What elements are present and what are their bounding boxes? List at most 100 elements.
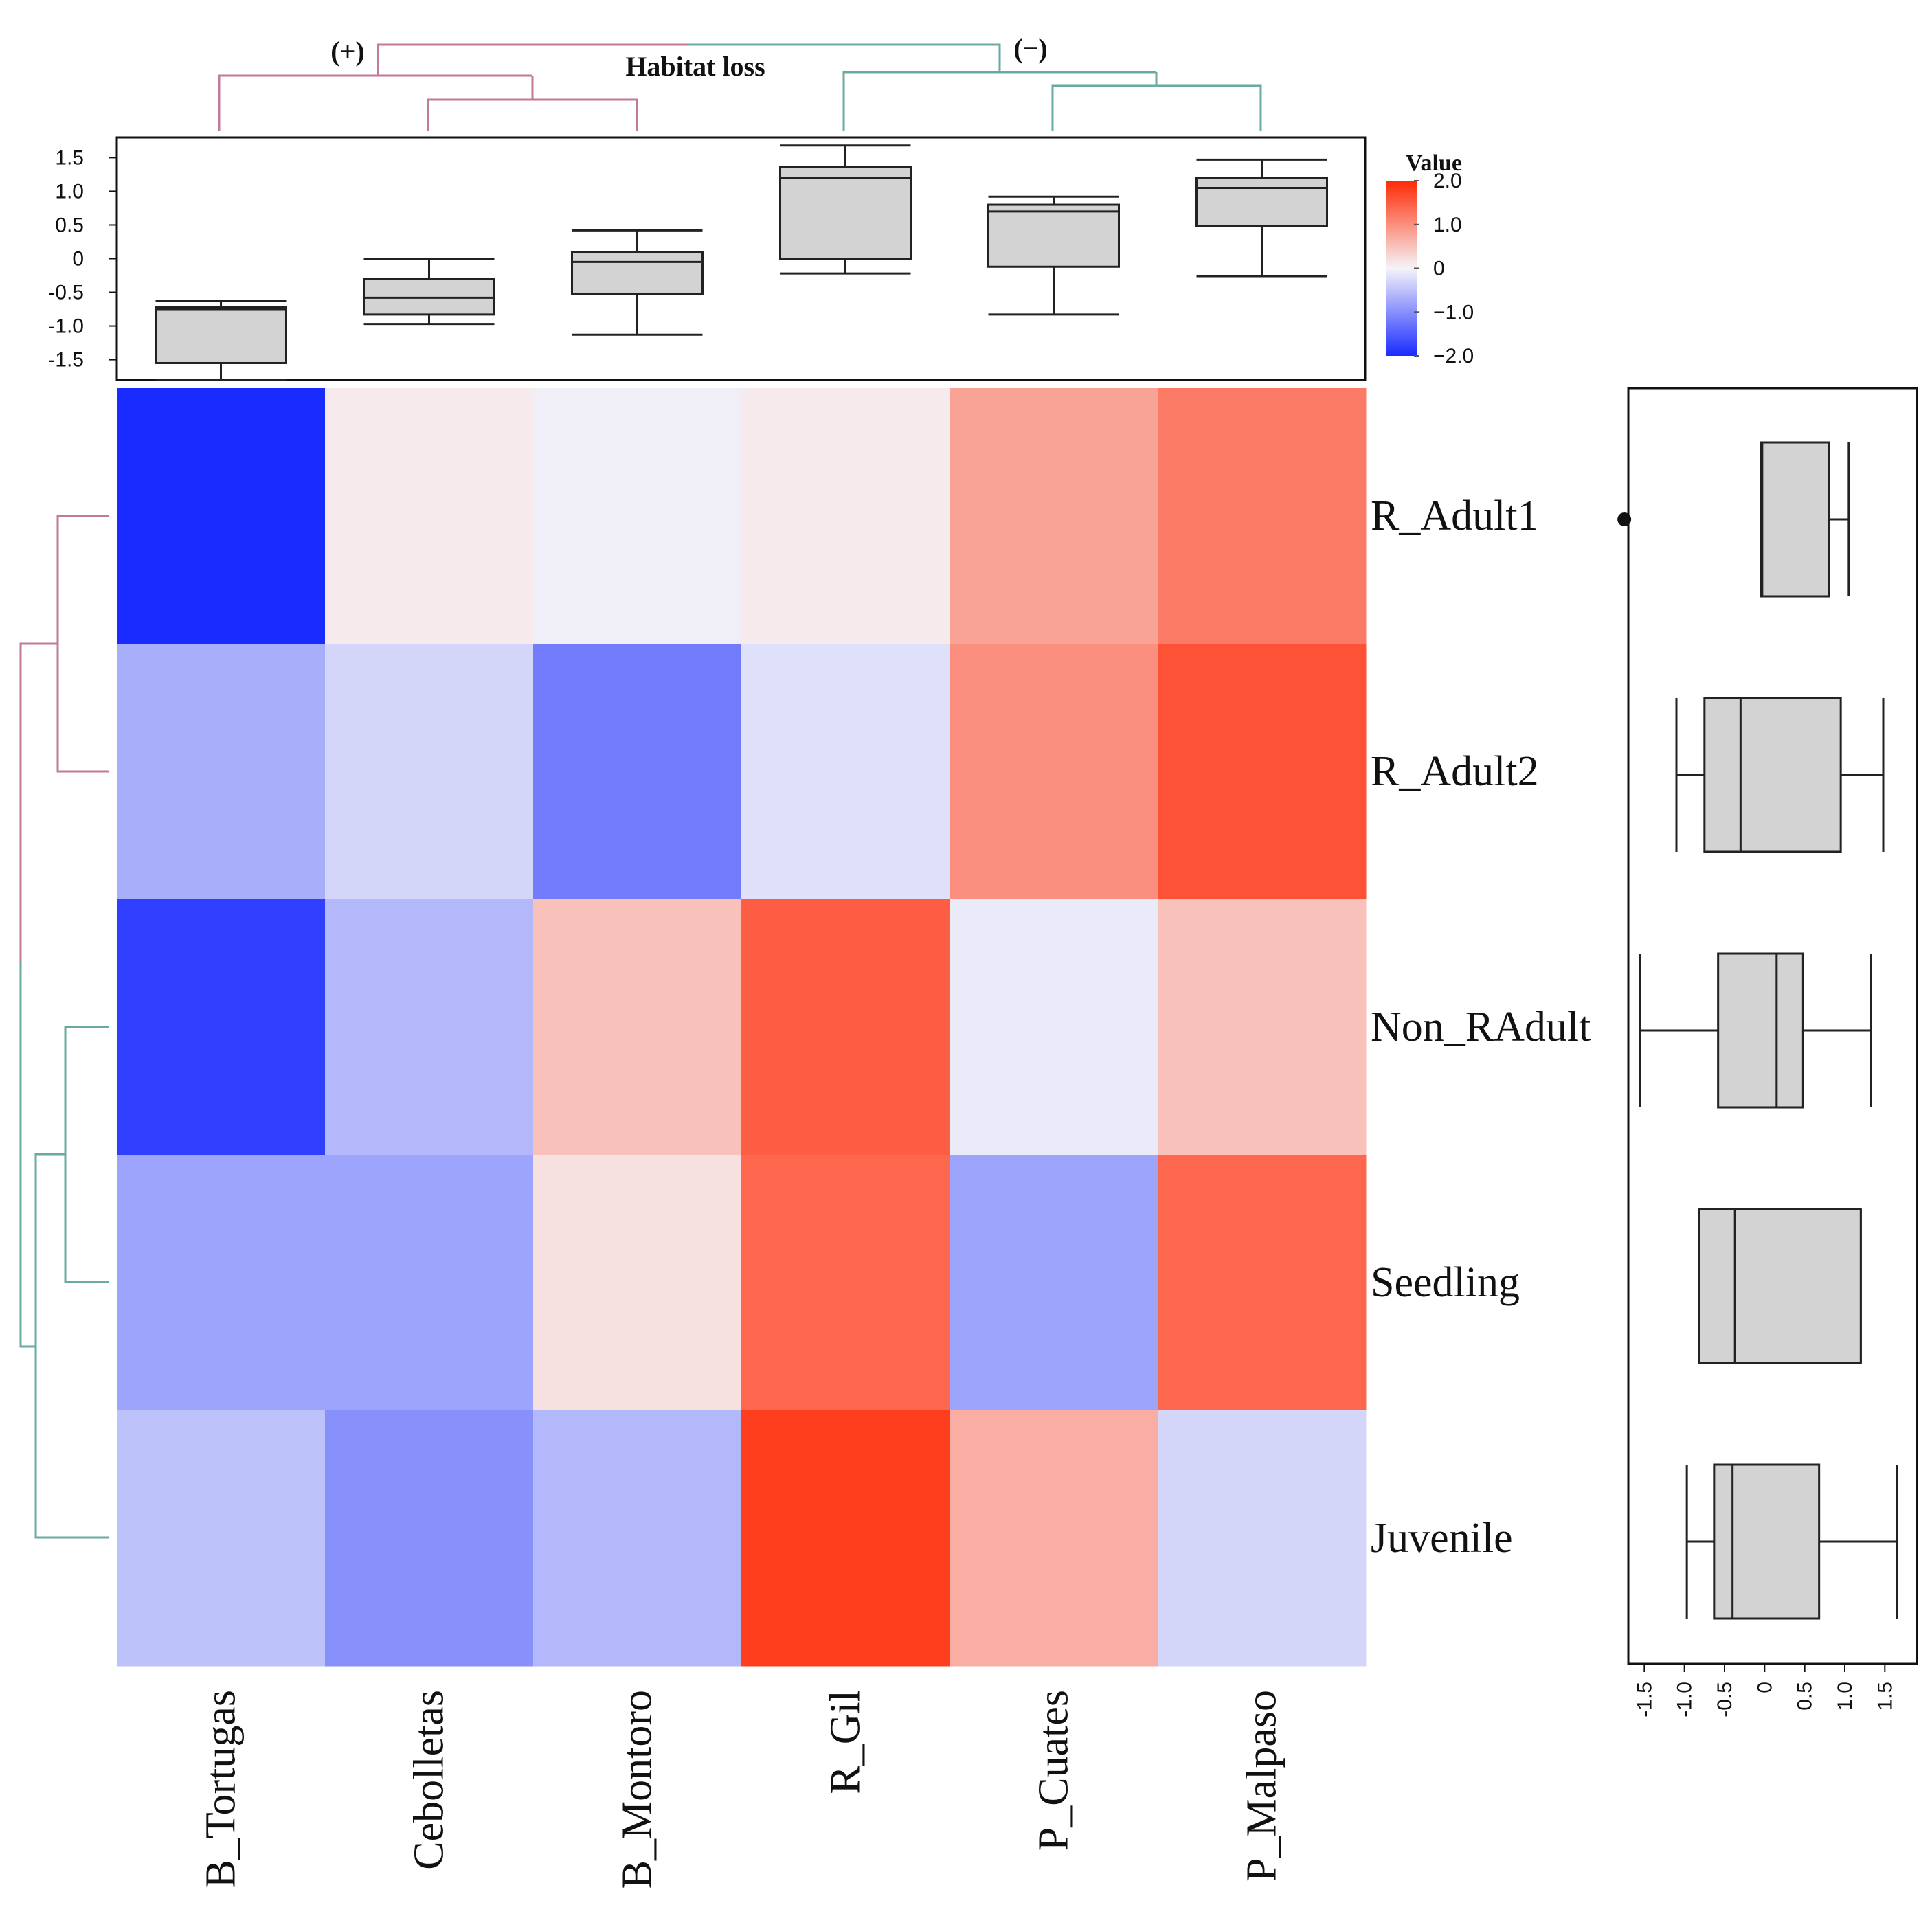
row-label: Non_RAdult xyxy=(1371,1004,1591,1050)
boxplot-box xyxy=(571,251,704,295)
heatmap-cell xyxy=(533,644,742,900)
cluster-label-negative: (−) xyxy=(1013,33,1047,64)
row-boxplot-tick-label: 1.0 xyxy=(1834,1682,1856,1711)
row-boxplot-tick-label: -1.5 xyxy=(1633,1682,1656,1717)
heatmap-cell xyxy=(325,899,534,1156)
row-dendro-branch xyxy=(34,1153,109,1539)
heatmap-cell xyxy=(117,1155,326,1411)
heatmap-cell xyxy=(117,899,326,1156)
row-boxplot-tick-label: 0.5 xyxy=(1794,1682,1817,1711)
column-label: B_Montoro xyxy=(614,1690,661,1889)
row-labels: R_Adult1 R_Adult2 Non_RAdult Seedling Juveni… xyxy=(1371,493,1591,1562)
heatmap-cells xyxy=(117,388,1367,1667)
boxplot-box xyxy=(1713,1463,1821,1620)
column-label: P_Malpaso xyxy=(1239,1690,1285,1882)
heatmap-cell xyxy=(325,388,534,644)
heatmap-cell xyxy=(325,1155,534,1411)
heatmap-cell xyxy=(1158,388,1367,644)
heatmap-cell xyxy=(950,644,1158,900)
row-label: Seedling xyxy=(1371,1259,1520,1306)
row-dendro-branch xyxy=(19,962,36,1348)
column-label: P_Cuates xyxy=(1031,1690,1077,1851)
row-label: R_Adult2 xyxy=(1371,748,1539,795)
cluster-label-positive: (+) xyxy=(330,36,364,67)
heatmap-cell xyxy=(741,1155,950,1411)
legend-tick-label: −1.0 xyxy=(1433,301,1474,324)
row-boxplot-axis: -1.5 -1.0 -0.5 0 0.5 1.0 1.5 xyxy=(1633,1664,1896,1717)
column-boxplot xyxy=(1195,158,1328,278)
column-boxplot-axis: 1.5 1.0 0.5 0 -0.5 -1.0 -1.5 xyxy=(48,146,117,372)
boxplot-box xyxy=(1703,697,1842,853)
boxplot-box xyxy=(1717,952,1804,1109)
column-dendrogram: (+) (−) Habitat loss xyxy=(218,33,1262,131)
row-boxplot-tick-label: 1.5 xyxy=(1874,1682,1896,1711)
column-cluster-title: Habitat loss xyxy=(625,51,765,82)
row-label: Juvenile xyxy=(1371,1515,1513,1562)
row-boxplot-frame xyxy=(1627,387,1918,1665)
legend-tick-label: 0 xyxy=(1433,258,1445,280)
heatmap-cell xyxy=(950,388,1158,644)
heatmap-cell xyxy=(117,388,326,644)
column-labels: B_Tortugas Cebolletas B_Montoro R_Gil P_Cuat… xyxy=(198,1690,1285,1889)
row-boxplot xyxy=(1617,441,1850,598)
legend-ticks: 2.0 1.0 0 −1.0 −2.0 xyxy=(1414,170,1474,368)
column-boxplot-tick-label: -0.5 xyxy=(48,282,84,304)
col-dendro-branch xyxy=(687,43,1001,72)
row-boxplot-tick-label: -1.0 xyxy=(1674,1682,1696,1717)
legend-title: Value xyxy=(1406,150,1462,176)
row-boxplot xyxy=(1698,1208,1862,1364)
boxplot-box xyxy=(1760,441,1830,598)
row-boxplot-tick-label: 0 xyxy=(1753,1682,1776,1693)
row-dendro-branch xyxy=(19,642,58,962)
heatmap-cell xyxy=(741,899,950,1156)
column-boxplot-panel: 1.5 1.0 0.5 0 -0.5 -1.0 -1.5 xyxy=(48,136,1367,381)
row-boxplot xyxy=(1685,1463,1898,1620)
heatmap-cell xyxy=(741,388,950,644)
heatmap-cell xyxy=(325,1410,534,1667)
column-boxplot-tick-label: 1.5 xyxy=(55,146,84,169)
heatmap-cell xyxy=(533,899,742,1156)
row-label: R_Adult1 xyxy=(1371,493,1539,539)
legend-tick-label: 1.0 xyxy=(1433,214,1462,236)
boxplot-box xyxy=(779,166,912,260)
heatmap-cell xyxy=(117,644,326,900)
heatmap-cell xyxy=(533,1410,742,1667)
row-boxplot xyxy=(1639,952,1872,1109)
heatmap-cell xyxy=(533,388,742,644)
boxplot-box xyxy=(155,306,287,364)
legend-colorbar xyxy=(1386,181,1417,356)
heatmap-cell xyxy=(950,1155,1158,1411)
legend-tick-label: 2.0 xyxy=(1433,170,1462,192)
boxplot-box xyxy=(987,203,1120,268)
boxplot-outlier xyxy=(1617,512,1632,526)
column-boxplot xyxy=(155,300,287,381)
column-boxplot xyxy=(779,144,912,275)
row-boxplot-panel: -1.5 -1.0 -0.5 0 0.5 1.0 1.5 xyxy=(1617,387,1918,1717)
boxplot-box xyxy=(1195,177,1328,227)
heatmap-cell xyxy=(741,1410,950,1667)
column-boxplot-tick-label: 1.0 xyxy=(55,180,84,203)
row-boxplot-tick-label: -0.5 xyxy=(1714,1682,1736,1717)
heatmap-cell xyxy=(117,1410,326,1667)
column-boxplot xyxy=(571,229,704,336)
row-boxplot xyxy=(1675,697,1885,853)
column-boxplot xyxy=(363,258,495,326)
heatmap-cell xyxy=(1158,899,1367,1156)
column-boxplots xyxy=(155,144,1328,381)
boxplot-box xyxy=(1698,1208,1862,1364)
column-label: B_Tortugas xyxy=(198,1690,245,1888)
column-boxplot-tick-label: 0 xyxy=(72,248,84,271)
column-boxplot-tick-label: -1.5 xyxy=(48,349,84,372)
heatmap-cell xyxy=(1158,1155,1367,1411)
column-label: R_Gil xyxy=(822,1690,869,1794)
legend-tick-label: −2.0 xyxy=(1433,345,1474,368)
heatmap-cell xyxy=(1158,644,1367,900)
heatmap-cell xyxy=(1158,1410,1367,1667)
row-boxplots xyxy=(1617,441,1898,1620)
column-boxplot-tick-label: -1.0 xyxy=(48,315,84,338)
heatmap-cell xyxy=(741,644,950,900)
heatmap-cell xyxy=(950,1410,1158,1667)
row-dendrogram xyxy=(19,515,109,1539)
column-boxplot-tick-label: 0.5 xyxy=(55,214,84,236)
column-boxplot xyxy=(987,195,1120,316)
